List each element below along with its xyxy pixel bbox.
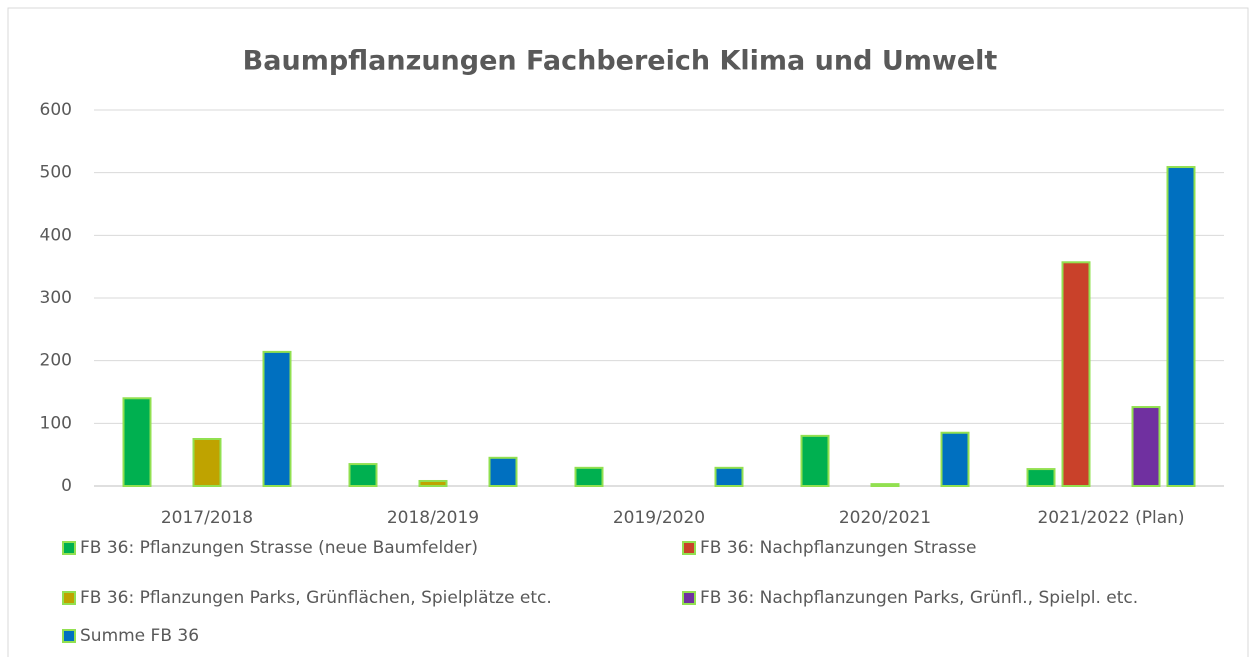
- y-tick-label: 600: [40, 100, 72, 120]
- bar: [488, 456, 518, 487]
- legend-swatch: [682, 591, 696, 605]
- bar: [714, 466, 744, 487]
- y-tick-label: 300: [40, 288, 72, 308]
- bar: [1026, 468, 1056, 487]
- y-tick-label: 400: [40, 225, 72, 245]
- y-tick-label: 100: [40, 413, 72, 433]
- legend-label: Summe FB 36: [80, 626, 199, 646]
- chart-title: Baumpflanzungen Fachbereich Klima und Um…: [243, 46, 998, 77]
- x-tick-label: 2021/2022 (Plan): [1037, 508, 1184, 528]
- legend-label: FB 36: Pflanzungen Parks, Grünflächen, S…: [80, 588, 552, 608]
- bar: [1166, 166, 1196, 487]
- bar: [262, 350, 292, 488]
- legend-label: FB 36: Nachpflanzungen Strasse: [700, 538, 977, 558]
- bar: [574, 466, 604, 487]
- bar: [348, 463, 378, 488]
- legend-swatch: [682, 541, 696, 555]
- bar: [122, 397, 152, 487]
- x-tick-label: 2020/2021: [839, 508, 931, 528]
- y-tick-label: 0: [61, 476, 72, 496]
- x-tick-label: 2018/2019: [387, 508, 479, 528]
- bar: [870, 483, 900, 487]
- legend-label: FB 36: Pflanzungen Strasse (neue Baumfel…: [80, 538, 478, 558]
- legend-swatch: [62, 591, 76, 605]
- x-tick-label: 2017/2018: [161, 508, 253, 528]
- bar: [1131, 406, 1161, 488]
- legend-swatch: [62, 541, 76, 555]
- x-tick-label: 2019/2020: [613, 508, 705, 528]
- bar: [418, 479, 448, 487]
- y-tick-label: 200: [40, 351, 72, 371]
- legend-swatch: [62, 629, 76, 643]
- legend-label: FB 36: Nachpflanzungen Parks, Grünfl., S…: [700, 588, 1138, 608]
- bar: [192, 438, 222, 487]
- bar: [1061, 261, 1091, 487]
- bar: [800, 434, 830, 488]
- bar: [940, 431, 970, 488]
- y-tick-label: 500: [40, 163, 72, 183]
- chart-border: [7, 7, 1249, 657]
